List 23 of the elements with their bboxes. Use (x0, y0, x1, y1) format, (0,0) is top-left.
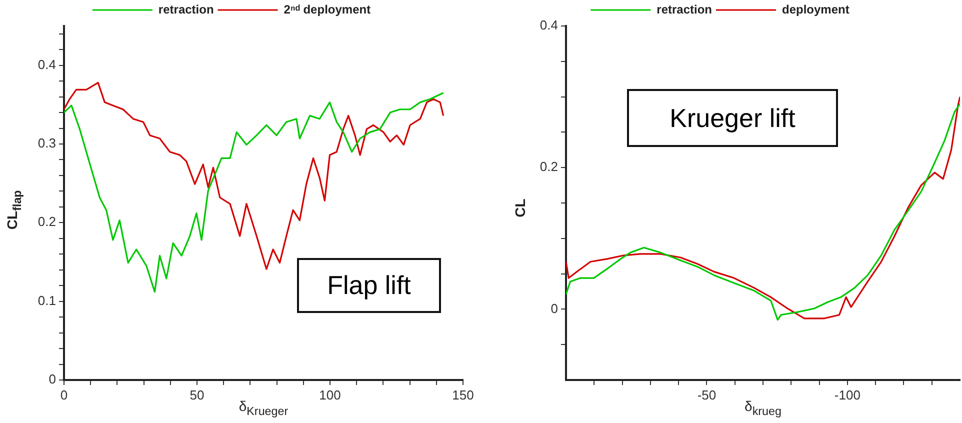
y-tick-label: 0.4 (540, 18, 558, 33)
y-axis-title: CL (512, 198, 528, 220)
legend-label: retraction (656, 2, 712, 16)
x-tick-label: -100 (834, 387, 860, 402)
legend-label: retraction (158, 2, 214, 16)
x-tick-label: 100 (319, 387, 341, 402)
y-tick-label: 0 (48, 372, 56, 387)
legend-label: deployment (782, 2, 850, 16)
y-tick-label: 0.3 (38, 136, 56, 151)
annotation: Flap lift (297, 258, 441, 313)
y-tick-label: 0.1 (38, 292, 56, 308)
x-tick-label: 150 (452, 387, 474, 402)
y-tick-label: 0.2 (38, 214, 56, 230)
y-tick-label: 0.2 (540, 159, 558, 174)
x-axis-title: δ$_{krueg}$ (744, 398, 782, 418)
y-tick-label: 0.4 (38, 56, 56, 72)
x-tick-label: 0 (60, 387, 68, 402)
legend-label: 2ⁿᵈ deployment (284, 2, 371, 16)
x-tick-label: -50 (697, 387, 716, 402)
y-tick-label: 0 (550, 300, 558, 316)
annotation: Krueger lift (627, 89, 838, 147)
x-tick-label: 50 (190, 387, 204, 402)
x-axis-title: δ$_{Krueger}$ (238, 398, 288, 418)
